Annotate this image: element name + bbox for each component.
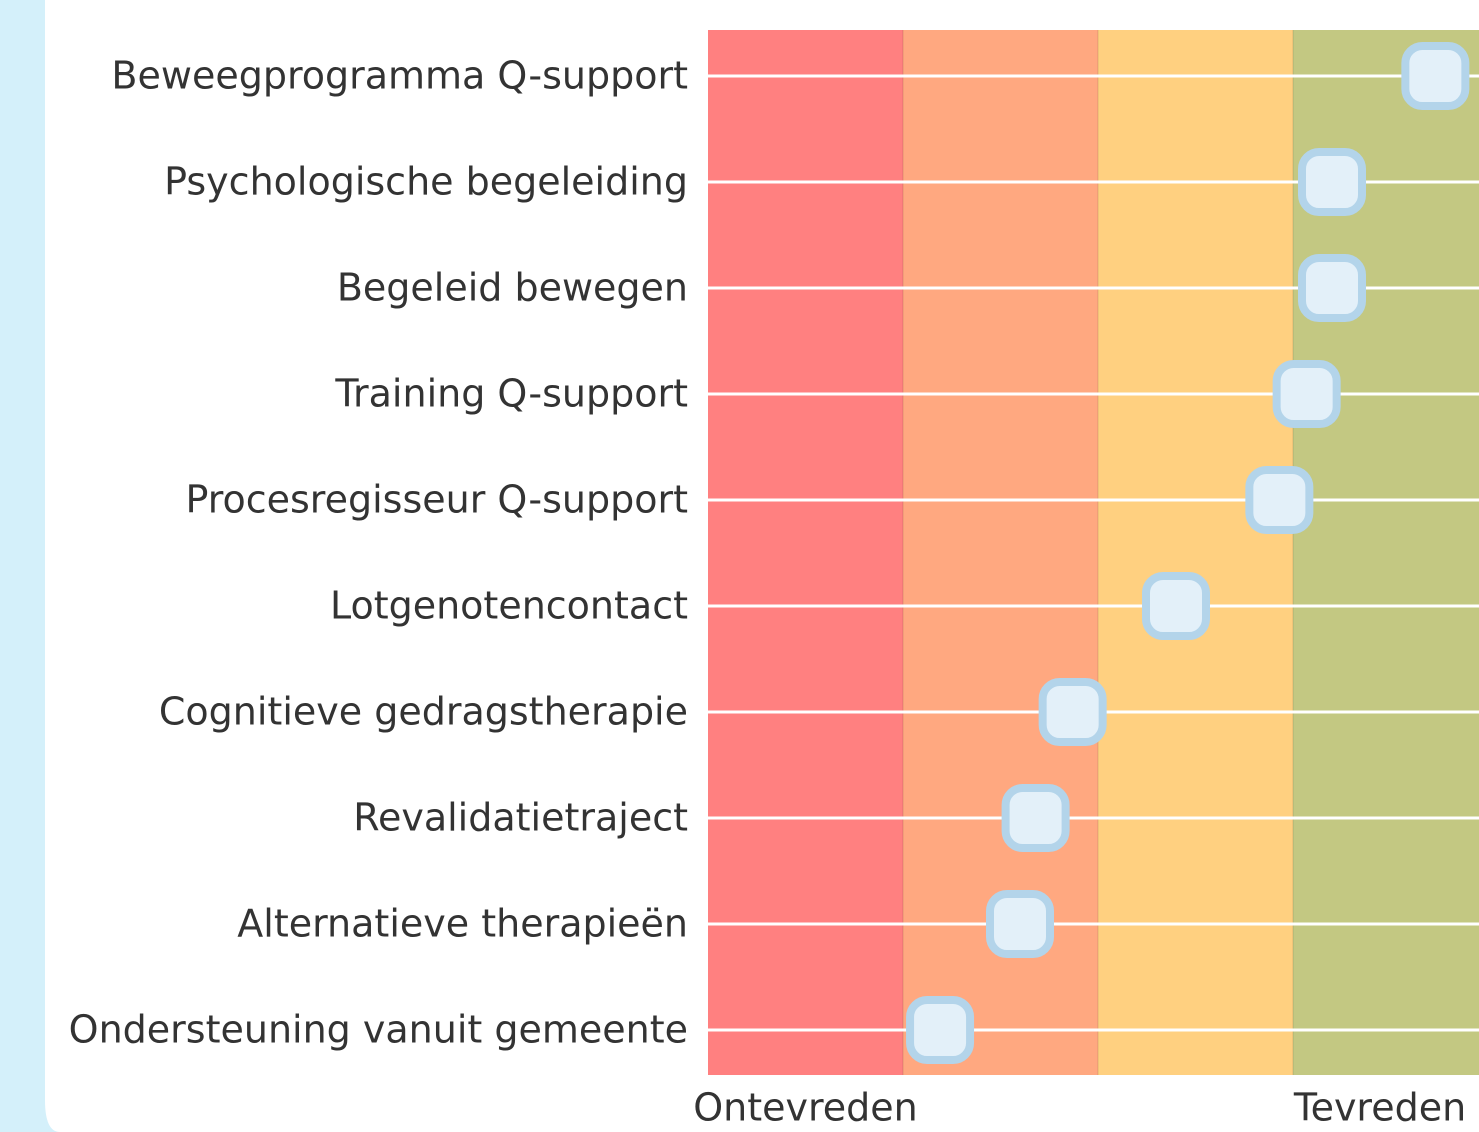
category-label: Begeleid bewegen [337, 266, 688, 310]
category-label: Procesregisseur Q-support [185, 478, 688, 522]
marker [1401, 42, 1470, 110]
category-label: Revalidatietraject [353, 796, 688, 840]
marker [1272, 360, 1341, 428]
marker [906, 996, 975, 1064]
marker [1001, 784, 1070, 852]
marker [986, 890, 1054, 958]
category-label: Lotgenotencontact [330, 584, 688, 628]
category-label: Alternatieve therapieën [237, 902, 688, 946]
marker [1298, 148, 1366, 216]
scale-label: Ontevreden [693, 1086, 918, 1130]
category-label: Beweegprogramma Q-support [111, 54, 688, 98]
marker [1038, 678, 1107, 746]
band [708, 30, 903, 1075]
category-label: Cognitieve gedragstherapie [159, 690, 688, 734]
marker [1245, 466, 1314, 534]
side-strip [0, 0, 60, 1132]
marker [1298, 254, 1366, 322]
category-label: Training Q-support [334, 372, 688, 416]
category-label: Psychologische begeleiding [164, 160, 688, 204]
category-label: Ondersteuning vanuit gemeente [69, 1008, 688, 1052]
band [1098, 30, 1293, 1075]
marker [1142, 572, 1210, 640]
scale-label: Tevreden [1293, 1086, 1466, 1130]
